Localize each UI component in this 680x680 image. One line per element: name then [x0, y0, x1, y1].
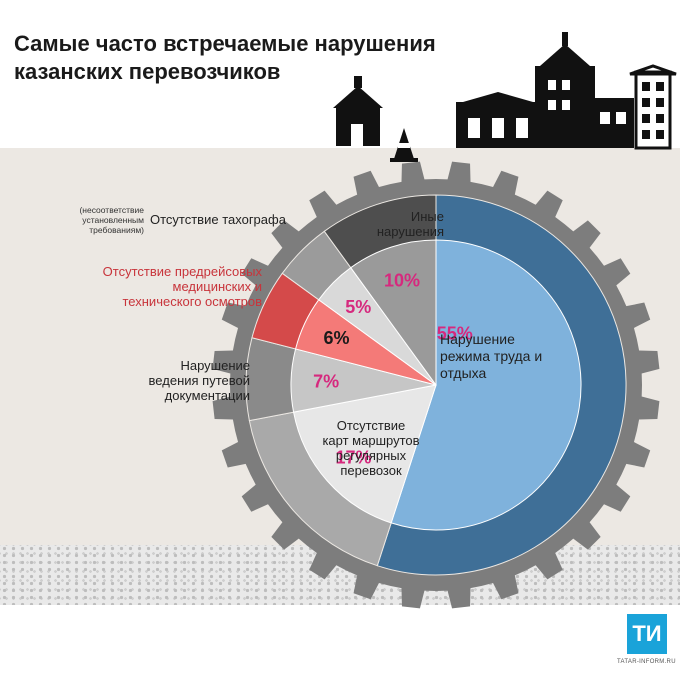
pie-slice-0 — [390, 239, 582, 531]
label-other-violations: Иные нарушения — [376, 209, 444, 239]
chart-title: Самые часто встречаемые нарушения казанс… — [14, 31, 436, 84]
label-tachograph-note: (несоответствие установленным требования… — [79, 205, 144, 235]
church-icon — [333, 76, 383, 146]
pie-slice-1 — [292, 384, 437, 524]
value-label-3: 6% — [323, 328, 349, 348]
label-route-cards: Отсутствие карт маршрутов регулярных пер… — [322, 418, 420, 478]
pie-slice-5 — [350, 239, 437, 387]
value-label-5: 10% — [384, 270, 420, 290]
value-label-4: 5% — [345, 297, 371, 317]
traffic-cone-icon — [390, 128, 418, 162]
brand-site: TATAR-INFORM.RU — [617, 659, 676, 665]
label-waybill-docs: Нарушение ведения путевой документации — [148, 358, 250, 403]
value-labels: 55% 17% 7% 6% 5% 10% — [313, 270, 473, 467]
pie-chart — [290, 239, 582, 531]
label-tachograph: Отсутствие тахографа — [150, 212, 286, 227]
brand-logo: ТИ — [627, 614, 667, 654]
value-label-1: 17% — [335, 448, 371, 468]
value-label-0: 55% — [437, 323, 473, 343]
building-skyline-icon — [456, 32, 677, 150]
label-medical-checks: Отсутствие предрейсовых медицинских и те… — [102, 264, 262, 309]
value-label-2: 7% — [313, 372, 339, 392]
label-work-rest: Нарушение режима труда и отдыха — [440, 331, 543, 381]
